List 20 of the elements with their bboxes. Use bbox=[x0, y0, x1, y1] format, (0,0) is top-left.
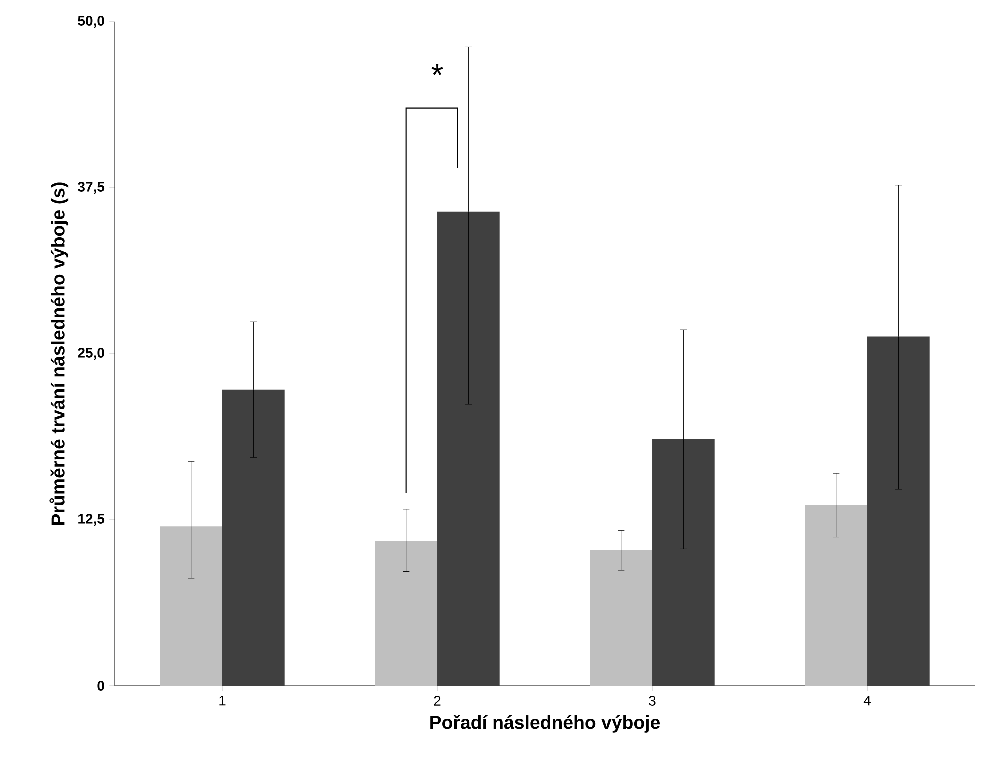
y-tick-label: 12,5 bbox=[78, 514, 105, 526]
bar bbox=[652, 438, 715, 686]
y-tick-label: 37,5 bbox=[78, 182, 105, 194]
bar bbox=[375, 541, 438, 686]
bar bbox=[590, 550, 653, 686]
annotation: * bbox=[432, 64, 444, 76]
x-tick-label: 2 bbox=[434, 696, 441, 706]
bar bbox=[438, 212, 500, 686]
bar bbox=[222, 390, 285, 686]
y-tick-label: 0 bbox=[98, 681, 104, 691]
x-axis-title: Pořadí následného výboje bbox=[430, 715, 660, 733]
x-tick-label: 3 bbox=[649, 696, 656, 706]
bar bbox=[160, 526, 223, 686]
y-axis-title: Průměrné trvání následného výboje (s) bbox=[50, 182, 69, 525]
x-tick-label: 1 bbox=[220, 696, 226, 706]
bar bbox=[805, 505, 868, 686]
x-tick-label: 4 bbox=[864, 696, 871, 706]
y-tick-label: 25,0 bbox=[78, 348, 104, 360]
y-tick-label: 50,0 bbox=[78, 16, 104, 28]
bar bbox=[868, 336, 930, 686]
